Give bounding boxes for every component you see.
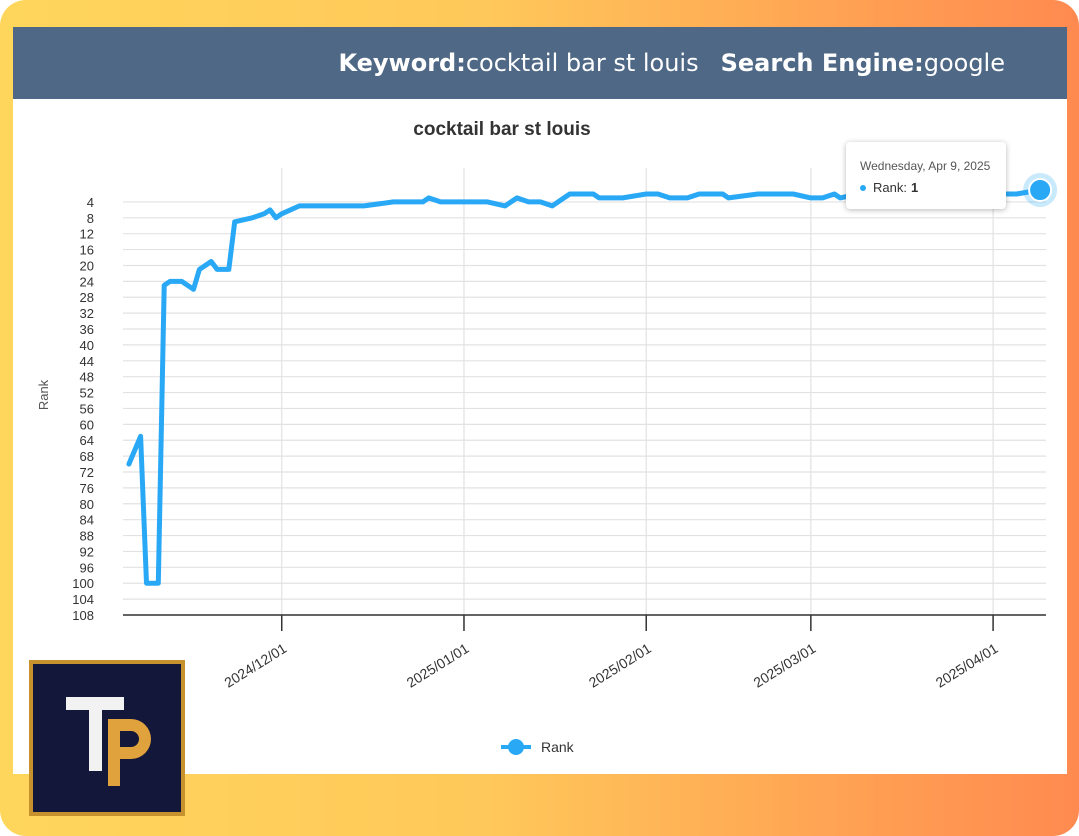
y-tick-label: 36	[80, 322, 94, 337]
y-tick-label: 24	[80, 274, 94, 289]
y-tick-label: 48	[80, 370, 94, 385]
y-axis-ticks: 4812162024283236404448525660646872768084…	[72, 195, 94, 623]
y-tick-label: 100	[72, 576, 94, 591]
highlighted-data-point[interactable]	[1028, 178, 1053, 202]
y-tick-label: 32	[80, 306, 94, 321]
search-engine-label: Search Engine:	[720, 49, 924, 77]
y-tick-label: 88	[80, 529, 94, 544]
y-tick-label: 68	[80, 449, 94, 464]
y-tick-label: 56	[80, 401, 94, 416]
y-tick-label: 4	[87, 195, 94, 210]
y-tick-label: 16	[80, 243, 94, 258]
keyword-label: Keyword:	[338, 49, 466, 77]
gridlines	[123, 168, 1046, 631]
y-tick-label: 40	[80, 338, 94, 353]
y-tick-label: 64	[80, 433, 94, 448]
y-tick-label: 52	[80, 386, 94, 401]
x-tick-label: 2025/03/01	[751, 640, 819, 691]
y-tick-label: 60	[80, 417, 94, 432]
y-tick-label: 108	[72, 608, 94, 623]
legend-marker-icon	[508, 739, 524, 755]
y-axis-label: Rank	[36, 379, 51, 410]
tooltip-value: 1	[910, 180, 919, 195]
search-engine-info: Search Engine:google	[721, 49, 1005, 77]
tp-logo-icon	[33, 664, 181, 812]
y-tick-label: 20	[80, 258, 94, 273]
report-header: Keyword:cocktail bar st louis Search Eng…	[13, 27, 1067, 99]
y-tick-label: 92	[80, 544, 94, 559]
legend[interactable]: Rank	[501, 739, 575, 755]
tooltip-date: Wednesday, Apr 9, 2025	[860, 159, 991, 173]
x-tick-label: 2024/12/01	[221, 640, 289, 691]
y-tick-label: 84	[80, 513, 94, 528]
keyword-value: cocktail bar st louis	[465, 49, 699, 77]
y-tick-label: 8	[87, 211, 94, 226]
y-tick-label: 80	[80, 497, 94, 512]
tooltip-row: Rank: 1	[860, 180, 1006, 195]
tooltip-series-dot-icon	[860, 184, 866, 191]
y-tick-label: 28	[80, 290, 94, 305]
legend-label: Rank	[541, 739, 575, 755]
tp-logo	[29, 660, 185, 816]
tooltip-series-name: Rank	[873, 180, 904, 195]
rank-chart: cocktail bar st louis Rank 4812162024283…	[36, 119, 1058, 755]
y-tick-label: 44	[80, 354, 94, 369]
x-axis-ticks: 2024/12/01 2025/01/01 2025/02/01 2025/03/01…	[221, 615, 1001, 691]
x-tick-label: 2025/02/01	[586, 640, 654, 691]
rank-series-line[interactable]	[126, 187, 1043, 586]
y-tick-label: 76	[80, 481, 94, 496]
x-tick-label: 2025/04/01	[933, 640, 1001, 691]
keyword-info: Keyword:cocktail bar st louis	[338, 49, 698, 77]
y-tick-label: 12	[80, 227, 94, 242]
y-tick-label: 72	[80, 465, 94, 480]
y-tick-label: 104	[72, 592, 94, 607]
rank-series-points	[1023, 173, 1058, 207]
y-tick-label: 96	[80, 560, 94, 575]
tooltip-separator: :	[903, 180, 907, 195]
chart-title: cocktail bar st louis	[413, 119, 590, 140]
search-engine-value: google	[923, 49, 1005, 77]
x-tick-label: 2025/01/01	[404, 640, 472, 691]
chart-tooltip: Wednesday, Apr 9, 2025 Rank: 1	[846, 142, 1006, 209]
